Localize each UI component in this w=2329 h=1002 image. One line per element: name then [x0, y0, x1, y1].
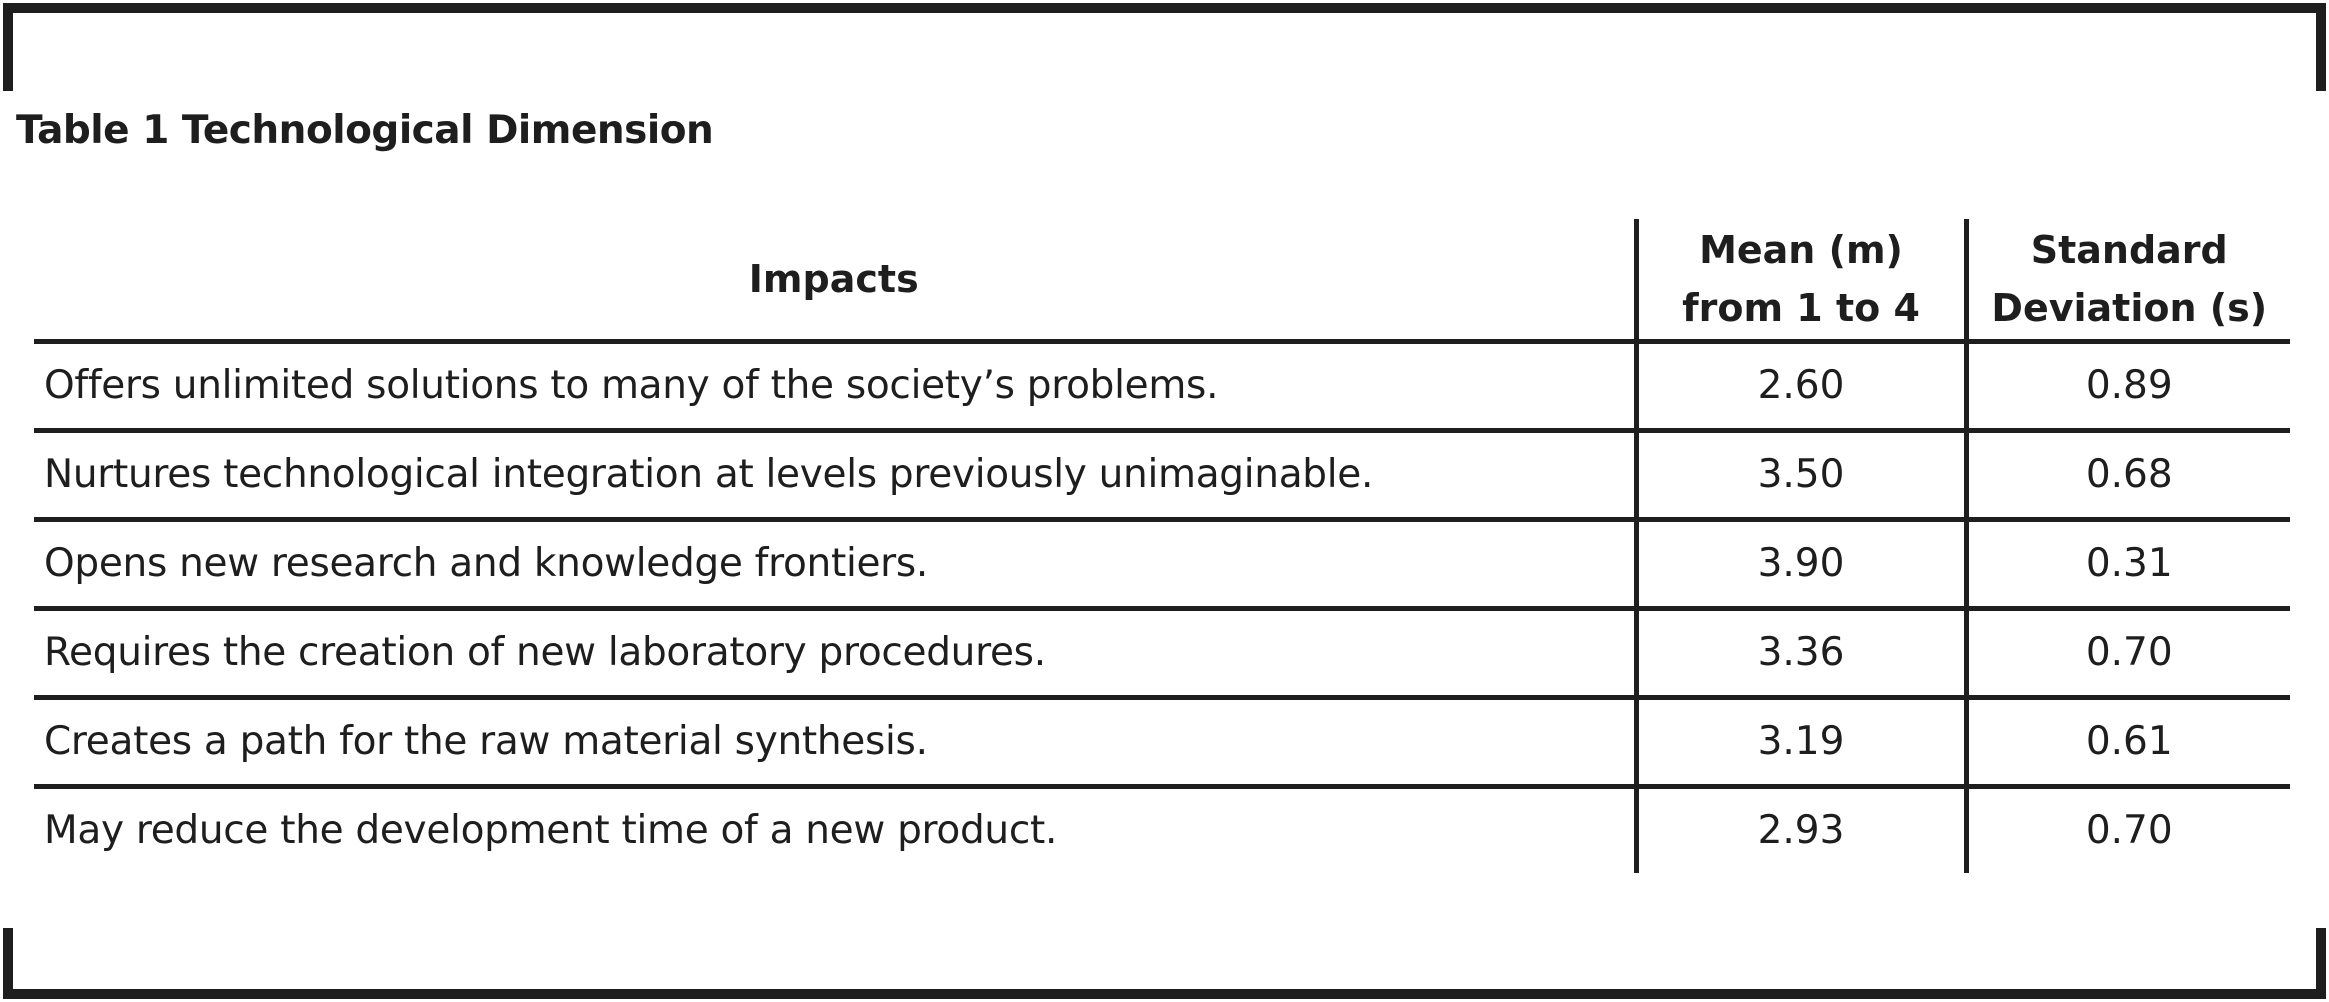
impact-cell: Requires the creation of new laboratory … — [34, 608, 1636, 700]
header-mean-line2: from 1 to 4 — [1682, 286, 1920, 330]
mean-cell: 3.90 — [1633, 519, 1966, 611]
impact-cell: Creates a path for the raw material synt… — [34, 697, 1636, 789]
technological-dimension-table: Impacts Mean (m) from 1 to 4 Standard De… — [34, 219, 2290, 873]
sd-cell: 0.70 — [1963, 608, 2290, 700]
table-row: May reduce the development time of a new… — [34, 786, 2290, 873]
header-impacts-label: Impacts — [748, 257, 919, 301]
header-sd-line2: Deviation (s) — [1991, 286, 2268, 330]
table-row: Nurtures technological integration at le… — [34, 430, 2290, 522]
header-sd-line1: Standard — [2030, 228, 2228, 272]
header-mean: Mean (m) from 1 to 4 — [1633, 219, 1966, 344]
frame-top-bracket — [3, 3, 2326, 91]
mean-cell: 3.19 — [1633, 697, 1966, 789]
header-row: Impacts Mean (m) from 1 to 4 Standard De… — [34, 219, 2290, 344]
sd-cell: 0.68 — [1963, 430, 2290, 522]
sd-cell: 0.61 — [1963, 697, 2290, 789]
table-row: Creates a path for the raw material synt… — [34, 697, 2290, 789]
sd-cell: 0.31 — [1963, 519, 2290, 611]
impact-cell: Nurtures technological integration at le… — [34, 430, 1636, 522]
impact-cell: Opens new research and knowledge frontie… — [34, 519, 1636, 611]
mean-cell: 3.36 — [1633, 608, 1966, 700]
mean-cell: 2.93 — [1633, 786, 1966, 873]
table-row: Opens new research and knowledge frontie… — [34, 519, 2290, 611]
header-mean-line1: Mean (m) — [1699, 228, 1903, 272]
header-impacts: Impacts — [34, 219, 1636, 344]
sd-cell: 0.70 — [1963, 786, 2290, 873]
sd-cell: 0.89 — [1963, 341, 2290, 433]
mean-cell: 2.60 — [1633, 341, 1966, 433]
table-row: Offers unlimited solutions to many of th… — [34, 341, 2290, 433]
table-caption: Table 1 Technological Dimension — [16, 108, 714, 153]
mean-cell: 3.50 — [1633, 430, 1966, 522]
table-row: Requires the creation of new laboratory … — [34, 608, 2290, 700]
frame-bottom-bracket — [3, 928, 2326, 999]
impact-cell: May reduce the development time of a new… — [44, 807, 1058, 853]
header-standard-deviation: Standard Deviation (s) — [1963, 219, 2290, 344]
impact-cell: Offers unlimited solutions to many of th… — [34, 341, 1636, 433]
